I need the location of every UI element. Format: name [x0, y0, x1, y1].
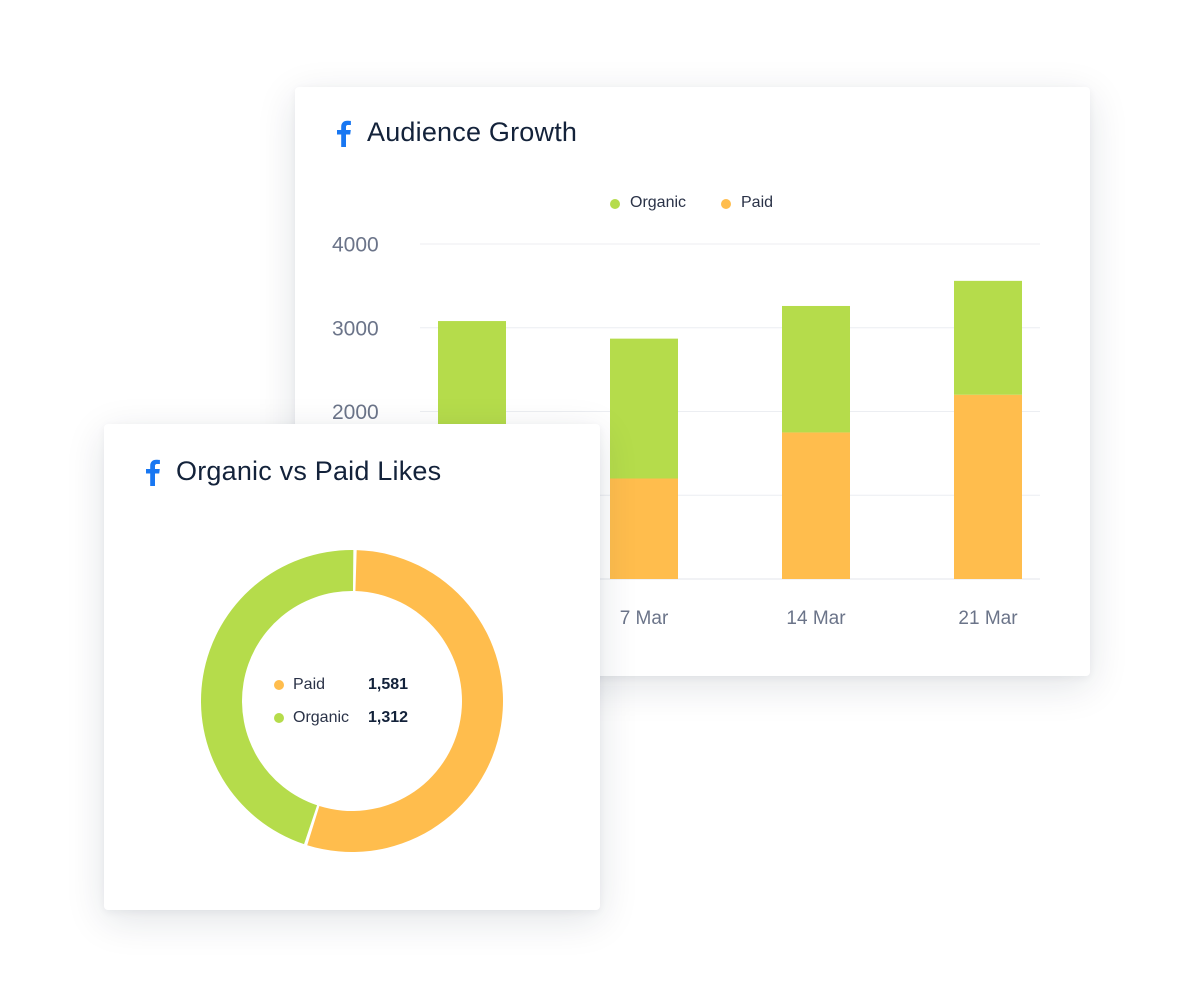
organic-vs-paid-header: Organic vs Paid Likes: [142, 456, 441, 487]
legend-dot-paid: [721, 199, 731, 209]
donut-legend-label: Paid: [293, 676, 325, 693]
organic-vs-paid-chart: Paid 1,581 Organic 1,312: [201, 550, 504, 852]
y-tick-label: 4000: [332, 234, 379, 257]
x-tick-label: 7 Mar: [620, 608, 669, 629]
facebook-icon: [337, 120, 351, 147]
donut-legend-dot-paid: [274, 680, 284, 690]
audience-growth-header: Audience Growth: [333, 117, 577, 148]
bar-organic[interactable]: [438, 321, 506, 427]
bar-organic[interactable]: [610, 338, 678, 479]
legend-label-organic[interactable]: Organic: [630, 194, 686, 211]
x-tick-label: 14 Mar: [786, 608, 846, 629]
donut-legend-value: 1,312: [368, 709, 408, 726]
legend-dot-organic: [610, 199, 620, 209]
bar-paid[interactable]: [782, 432, 850, 579]
bar-paid[interactable]: [954, 394, 1022, 579]
y-tick-label: 2000: [332, 401, 379, 424]
organic-vs-paid-title: Organic vs Paid Likes: [176, 456, 442, 486]
donut-slice-organic[interactable]: [201, 550, 354, 845]
x-tick-label: 21 Mar: [958, 608, 1018, 629]
bar-organic[interactable]: [782, 305, 850, 433]
bar-paid[interactable]: [610, 478, 678, 580]
donut-slice-paid[interactable]: [307, 550, 504, 852]
y-tick-label: 3000: [332, 317, 379, 340]
facebook-icon: [146, 459, 160, 486]
organic-vs-paid-card: Organic vs Paid Likes Paid 1,581 Organic 1,…: [104, 424, 600, 910]
bar-organic[interactable]: [954, 280, 1022, 395]
donut-legend-dot-organic: [274, 713, 284, 723]
legend-label-paid[interactable]: Paid: [741, 194, 773, 211]
donut-legend-label: Organic: [293, 709, 349, 726]
audience-growth-title: Audience Growth: [367, 117, 578, 147]
donut-legend-value: 1,581: [368, 676, 408, 693]
